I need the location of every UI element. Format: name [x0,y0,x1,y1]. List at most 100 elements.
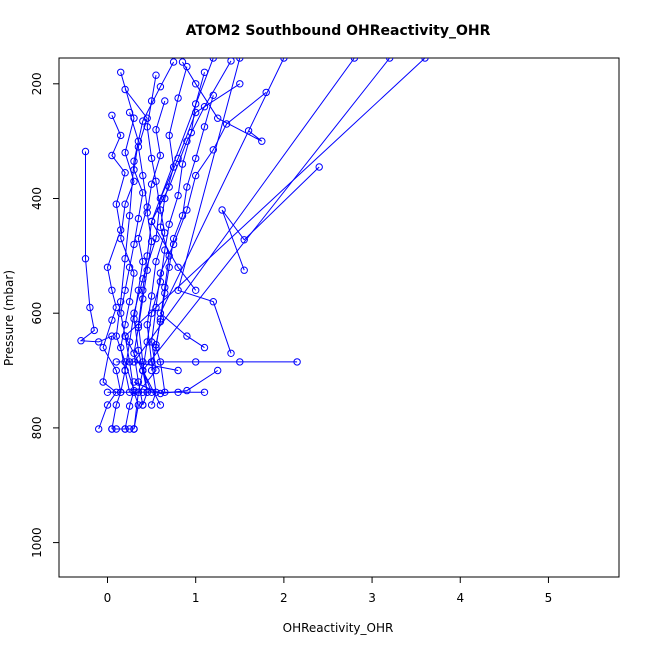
data-point [125,212,134,220]
x-tick-label: 3 [368,591,376,605]
data-point [192,171,200,180]
data-point [192,154,200,163]
data-point [209,58,217,62]
data-point [161,289,169,297]
y-tick-label: 200 [30,72,44,95]
data-point [147,309,156,317]
data-point [134,214,143,223]
data-point [130,349,138,357]
y-tick-label: 400 [30,187,44,210]
data-point [121,286,129,294]
x-tick-label: 2 [280,591,288,605]
data-point [192,286,200,294]
data-point [86,303,94,312]
data-point [240,236,248,244]
data-point [81,147,90,156]
data-point [121,148,129,157]
data-point [386,58,394,62]
data-point [236,80,244,88]
x-tick-label: 0 [104,591,112,605]
data-point [81,255,90,263]
data-point [108,332,116,340]
data-point [200,123,209,131]
y-tick-label: 600 [30,302,44,325]
data-point [214,114,222,122]
data-point [117,68,125,77]
data-point [117,131,125,140]
data-point [165,131,173,140]
series-line [142,72,205,393]
data-point [293,358,301,366]
data-point [139,189,147,197]
data-point [152,126,160,134]
series-11 [152,62,191,396]
data-point [130,425,138,433]
data-point [161,194,169,203]
data-point [421,58,429,62]
x-axis: 0 1 2 3 4 5 [104,576,552,605]
data-point [121,321,129,329]
data-point [130,378,138,386]
series-line [124,58,426,406]
data-point [147,366,156,375]
data-point [99,378,107,386]
data-point [117,234,125,243]
series-line [182,61,263,142]
data-point [200,388,209,396]
series-line [177,58,241,354]
data-point [103,388,112,396]
data-point [147,217,156,226]
data-point [121,366,129,375]
data-point [315,163,323,171]
data-point [200,103,209,111]
data-point [134,143,143,151]
data-point [147,97,156,105]
series-19 [121,58,429,409]
data-point [187,128,196,137]
data-point [130,315,138,323]
data-point [227,349,235,357]
data-point [143,114,151,122]
data-point [95,338,103,346]
series-24 [147,58,217,294]
plot-area [77,58,429,433]
data-point [125,263,134,271]
plot-frame [58,57,620,578]
data-point [192,100,200,108]
data-point [156,83,165,91]
data-point [214,366,222,375]
data-point [174,263,182,271]
data-point [147,388,156,396]
data-point [95,425,103,433]
data-point [165,220,173,229]
data-point [139,366,147,375]
y-tick-label: 800 [30,416,44,439]
x-axis-label: OHReactivity_OHR [283,621,394,635]
chart-title: ATOM2 Southbound OHReactivity_OHR [186,23,491,39]
series-6 [178,58,266,145]
data-point [77,337,85,345]
data-point [112,358,121,366]
data-point [209,91,218,100]
data-point [121,425,129,433]
series-16 [147,91,218,375]
series-21 [130,58,359,375]
data-point [280,58,288,62]
data-point [152,71,160,79]
data-point [108,286,116,294]
data-point [130,157,138,165]
data-point [147,154,156,163]
data-point [161,97,169,105]
series-line [79,151,117,430]
data-point [200,343,209,352]
data-point [192,80,200,88]
data-point [108,151,116,160]
data-point [90,326,99,335]
data-point [134,234,143,243]
series-line [111,83,241,430]
data-point [112,303,121,312]
data-point [121,200,129,208]
series-line [151,95,214,371]
data-point [125,425,134,433]
data-point [147,292,156,300]
